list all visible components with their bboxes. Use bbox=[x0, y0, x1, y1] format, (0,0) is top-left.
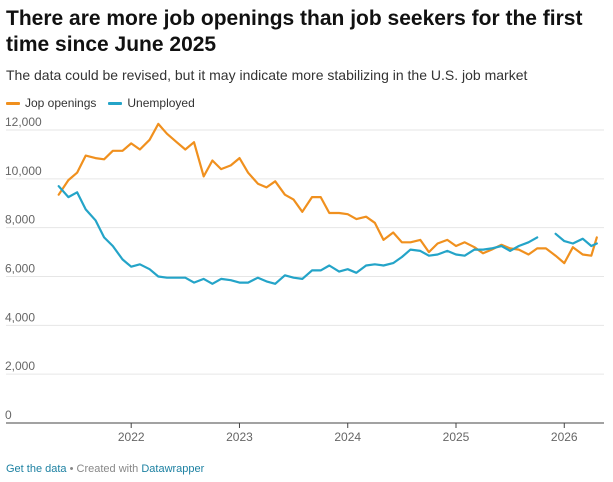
get-data-link[interactable]: Get the data bbox=[6, 463, 67, 475]
x-tick-label: 2024 bbox=[334, 430, 361, 444]
y-tick-label: 10,000 bbox=[5, 164, 42, 178]
chart-title: There are more job openings than job see… bbox=[6, 7, 583, 56]
chart-legend: Jop openings Unemployed bbox=[6, 96, 195, 110]
legend-swatch-openings bbox=[6, 101, 20, 105]
y-tick-label: 8,000 bbox=[5, 213, 35, 227]
legend-item-openings: Jop openings bbox=[6, 96, 96, 110]
y-tick-label: 6,000 bbox=[5, 262, 35, 276]
legend-item-unemployed: Unemployed bbox=[108, 96, 195, 110]
y-tick-label: 12,000 bbox=[5, 115, 42, 129]
chart-subtitle: The data could be revised, but it may in… bbox=[6, 67, 528, 83]
y-tick-label: 2,000 bbox=[5, 359, 35, 373]
legend-swatch-unemployed bbox=[108, 101, 123, 105]
x-tick-label: 2023 bbox=[226, 430, 253, 444]
series-line-openings bbox=[57, 122, 598, 265]
legend-label-openings: Jop openings bbox=[25, 96, 97, 110]
x-tick-label: 2022 bbox=[118, 430, 145, 444]
x-tick-label: 2025 bbox=[443, 430, 470, 444]
chart-footer: Get the data • Created with Datawrapper bbox=[6, 463, 204, 475]
y-tick-label: 0 bbox=[5, 408, 12, 422]
footer-separator: • Created with bbox=[66, 463, 142, 475]
series-line-unemployed bbox=[57, 185, 598, 285]
line-chart: 0 2,000 4,000 6,000 8,000 10,000 12,000 2022 202… bbox=[5, 115, 604, 444]
legend-label-unemployed: Unemployed bbox=[127, 96, 195, 110]
datawrapper-link[interactable]: Datawrapper bbox=[141, 463, 205, 475]
x-tick-label: 2026 bbox=[551, 430, 578, 444]
y-tick-label: 4,000 bbox=[5, 310, 35, 324]
